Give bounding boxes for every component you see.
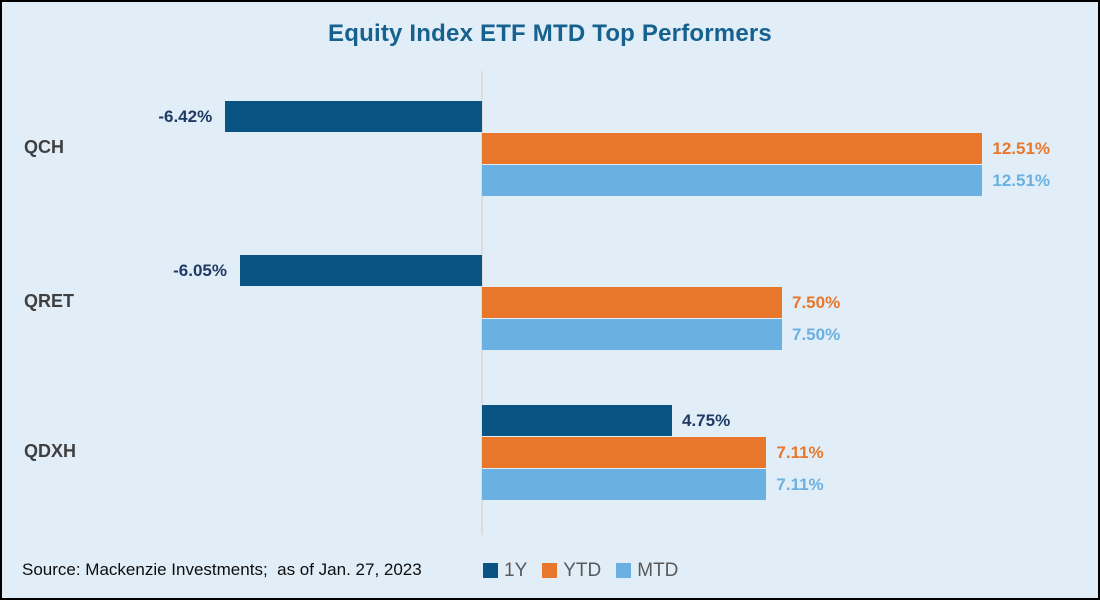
bar-mtd-qdxh <box>482 469 767 500</box>
bar-1y-qdxh <box>482 405 672 436</box>
bar-ytd-qdxh <box>482 437 767 468</box>
bar-value-label: 12.51% <box>992 139 1051 158</box>
legend-swatch <box>616 563 632 578</box>
chart-title: Equity Index ETF MTD Top Performers <box>328 20 772 47</box>
bar-1y-qret <box>240 255 482 286</box>
legend-item-mtd: MTD <box>616 561 678 580</box>
bar-ytd-qret <box>482 287 782 318</box>
legend-label: 1Y <box>504 560 528 581</box>
bar-value-label: 4.75% <box>682 411 731 430</box>
legend-label: YTD <box>563 560 602 581</box>
bar-ytd-qch <box>482 133 983 164</box>
bar-value-label: 7.50% <box>792 293 841 312</box>
legend-item-ytd: YTD <box>542 561 601 580</box>
bar-mtd-qret <box>482 319 782 350</box>
bar-value-label: 7.50% <box>792 325 841 344</box>
legend: 1Y YTD MTD <box>483 561 678 580</box>
bar-mtd-qch <box>482 165 983 196</box>
category-label: QRET <box>24 291 75 311</box>
bar-value-label: 12.51% <box>992 171 1051 190</box>
bar-value-label: 7.11% <box>776 443 824 462</box>
category-label: QDXH <box>24 441 77 461</box>
legend-swatch <box>483 563 498 578</box>
source-note: Source: Mackenzie Investments; as of Jan… <box>22 560 422 579</box>
legend-swatch <box>542 563 558 578</box>
legend-label: MTD <box>637 560 679 581</box>
bar-1y-qch <box>225 101 482 132</box>
legend-item-1y: 1Y <box>483 561 527 580</box>
bar-value-label: -6.05% <box>173 261 227 280</box>
bar-value-label: 7.11% <box>776 475 824 494</box>
bar-value-label: -6.42% <box>158 107 213 126</box>
category-label: QCH <box>24 137 64 157</box>
